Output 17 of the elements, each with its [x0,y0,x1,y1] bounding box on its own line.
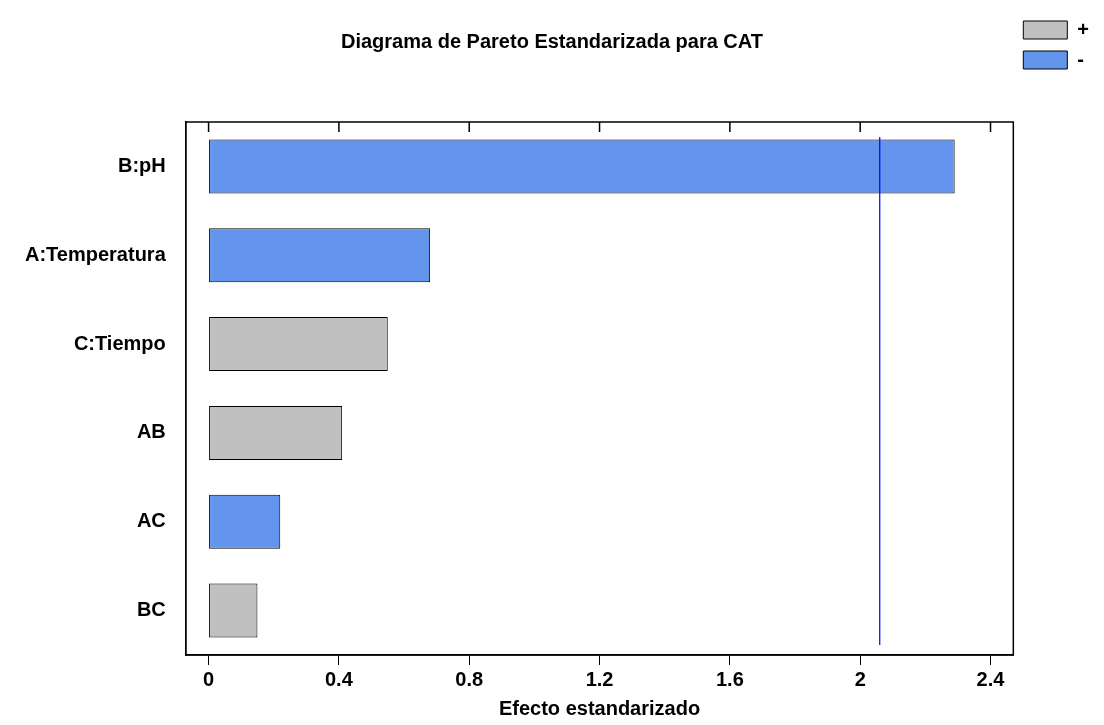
x-tick-label: 0 [203,667,215,690]
x-tick-label: 2 [854,667,866,690]
legend-label: - [1077,47,1084,70]
x-tick-label: 0.8 [455,667,484,690]
y-tick-label: AB [136,420,166,443]
y-tick-label: C:Tiempo [73,331,166,354]
y-tick-label: BC [136,598,166,621]
x-tick-label: 0.4 [324,667,354,690]
y-tick-label: B:pH [118,153,166,176]
x-tick-label: 2.4 [976,667,1006,690]
y-tick-label: AC [136,509,166,532]
x-axis-title: Efecto estandarizado [498,696,701,719]
chart-title: Diagrama de Pareto Estandarizada para CAT [341,29,763,52]
legend-label: + [1077,17,1090,40]
x-tick-label: 1.2 [585,667,614,690]
x-tick-label: 1.6 [715,667,744,690]
y-tick-label: A:Temperatura [24,242,167,265]
